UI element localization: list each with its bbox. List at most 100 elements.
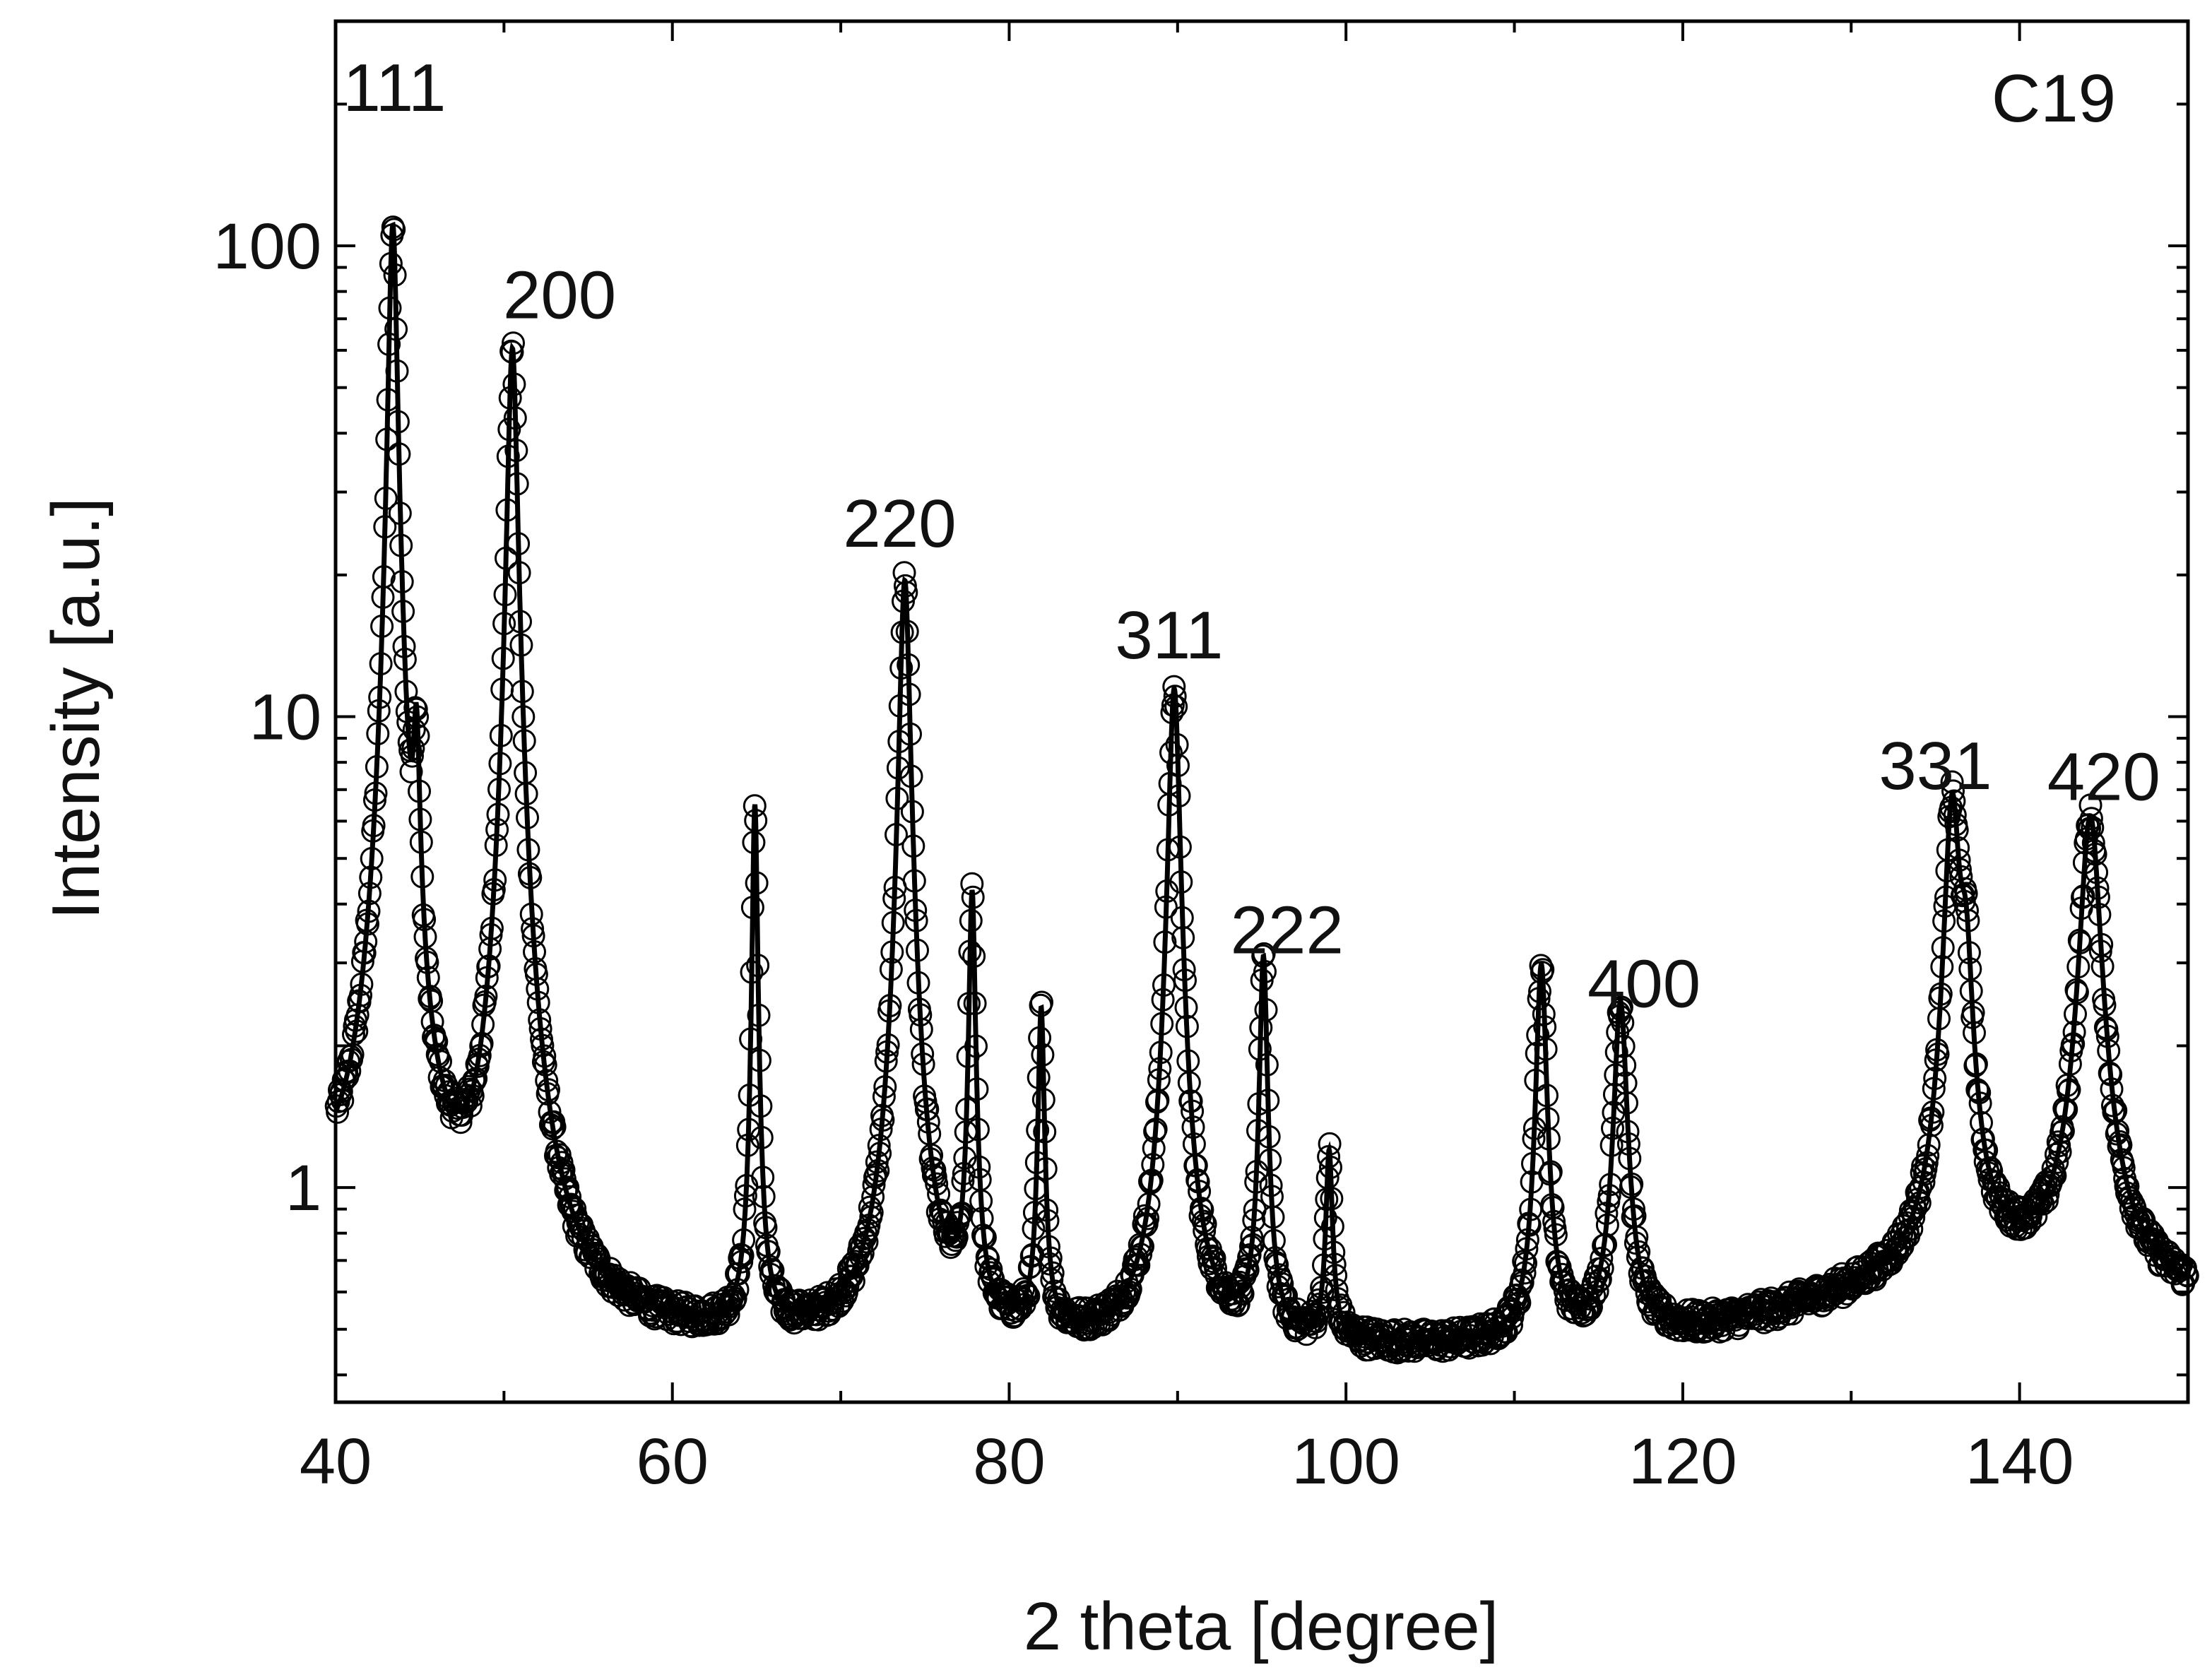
data-point — [1242, 1208, 1266, 1232]
data-point — [1514, 1251, 1537, 1275]
x-tick-label: 80 — [973, 1426, 1045, 1498]
data-point — [1317, 1145, 1341, 1168]
data-point — [500, 340, 524, 364]
data-point — [855, 1230, 879, 1254]
data-point — [882, 887, 906, 911]
data-point — [1024, 1177, 1048, 1201]
data-point — [2109, 1133, 2133, 1157]
data-point — [516, 838, 540, 862]
data-point — [521, 917, 545, 941]
data-point — [1963, 1021, 1986, 1045]
data-point — [904, 908, 928, 932]
data-point — [1239, 1235, 1262, 1259]
data-point — [2112, 1156, 2136, 1180]
data-point — [1188, 1180, 1212, 1204]
data-point — [746, 954, 770, 978]
data-point — [1202, 1246, 1226, 1270]
data-point — [2090, 954, 2115, 978]
data-point — [533, 1044, 557, 1068]
data-point — [485, 817, 509, 841]
x-tick-label: 120 — [1628, 1426, 1737, 1498]
data-point — [1144, 1118, 1168, 1142]
data-point — [739, 1027, 763, 1051]
data-point — [961, 885, 985, 909]
data-point — [1027, 1065, 1051, 1089]
data-point — [1611, 1011, 1635, 1035]
data-point — [1258, 1148, 1282, 1172]
data-point — [516, 805, 539, 829]
data-point — [879, 957, 903, 981]
data-point — [1599, 1133, 1623, 1157]
data-point — [2062, 1020, 2086, 1044]
data-point — [483, 868, 507, 892]
data-point — [740, 960, 764, 984]
data-point — [2086, 885, 2110, 909]
peak-label: 222 — [1231, 893, 1344, 968]
data-point — [1595, 1202, 1619, 1226]
data-point — [1526, 1023, 1550, 1047]
data-point — [1037, 1235, 1060, 1259]
sample-label: C19 — [1992, 61, 2116, 136]
data-point — [543, 1115, 567, 1139]
data-point — [350, 972, 374, 996]
data-point — [1022, 1216, 1046, 1240]
data-point — [1173, 968, 1197, 992]
data-point — [1604, 1041, 1628, 1064]
peak-label: 400 — [1587, 946, 1701, 1021]
data-point — [480, 916, 504, 940]
data-point — [362, 814, 386, 838]
data-point — [375, 427, 399, 451]
data-point — [1166, 754, 1190, 778]
data-point — [923, 1165, 947, 1189]
data-point — [906, 971, 930, 995]
data-point — [1012, 1277, 1036, 1301]
data-point — [370, 615, 394, 638]
data-point — [376, 388, 400, 412]
data-point — [1601, 1116, 1624, 1140]
data-point — [503, 406, 527, 430]
data-point — [357, 899, 381, 923]
data-point — [1141, 1153, 1165, 1177]
x-tick-label: 100 — [1291, 1426, 1400, 1498]
data-point — [1539, 1160, 1563, 1184]
data-point — [1613, 1053, 1637, 1077]
y-tick-label: 10 — [249, 682, 321, 754]
data-point — [934, 1224, 958, 1248]
data-point — [881, 911, 905, 935]
data-point — [1970, 1110, 1993, 1134]
data-point — [1912, 1171, 1936, 1194]
data-point — [1253, 960, 1277, 983]
data-point — [732, 1228, 756, 1252]
data-point — [925, 1172, 949, 1196]
data-point — [1150, 1012, 1174, 1036]
data-point — [1324, 1264, 1348, 1288]
data-point — [2088, 903, 2112, 927]
data-point — [1922, 1077, 1946, 1101]
data-point — [970, 1207, 994, 1231]
data-point — [509, 610, 532, 634]
data-point — [406, 705, 430, 729]
data-point — [413, 908, 437, 932]
data-point — [2062, 1032, 2086, 1056]
data-point — [374, 486, 398, 510]
data-point — [391, 600, 415, 623]
data-point — [390, 570, 414, 593]
data-point — [392, 634, 416, 658]
data-point — [526, 977, 550, 1001]
data-point — [1191, 1209, 1215, 1233]
data-point — [1941, 779, 1965, 803]
data-point — [1142, 1137, 1166, 1161]
data-point — [429, 1050, 452, 1074]
data-point — [1031, 1043, 1055, 1067]
data-point — [754, 1216, 778, 1240]
data-point — [1041, 1261, 1065, 1285]
data-point — [955, 1097, 979, 1121]
data-point — [900, 800, 924, 824]
data-point — [1515, 1237, 1539, 1261]
data-point — [1620, 1172, 1644, 1196]
data-point — [408, 807, 432, 831]
data-point — [363, 788, 386, 812]
data-point — [726, 1262, 750, 1286]
data-point — [885, 786, 909, 810]
data-point — [752, 1185, 776, 1209]
